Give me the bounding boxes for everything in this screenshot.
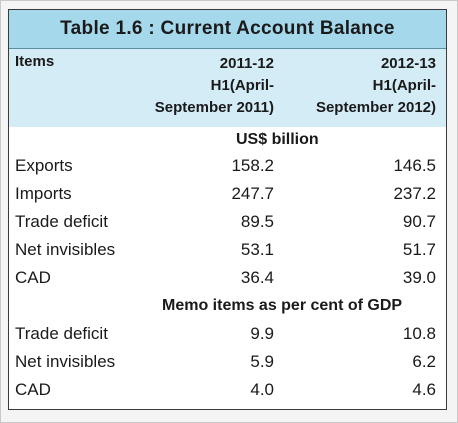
table-row: Trade deficit 9.9 10.8: [9, 321, 446, 349]
row-label: CAD: [15, 268, 51, 287]
row-label: Exports: [15, 156, 73, 175]
table-row: Net invisibles 5.9 6.2: [9, 349, 446, 377]
header-col2-line3: September 2012): [315, 99, 436, 116]
row-value-2011-12: 9.9: [250, 324, 274, 343]
row-label: CAD: [15, 380, 51, 399]
header-col1-line2: H1(April-: [210, 77, 274, 94]
row-label: Trade deficit: [15, 324, 108, 343]
table-row: Trade deficit 89.5 90.7: [9, 209, 446, 237]
row-value-2012-13: 6.2: [412, 352, 436, 371]
table-title-bar: Table 1.6 : Current Account Balance: [9, 10, 446, 49]
table-row: CAD 36.4 39.0: [9, 265, 446, 293]
row-value-2012-13: 4.6: [412, 380, 436, 399]
table-row: CAD 4.0 4.6: [9, 377, 446, 405]
row-label: Trade deficit: [15, 212, 108, 231]
header-col1-line3: September 2011): [154, 99, 274, 116]
row-value-2011-12: 53.1: [240, 240, 274, 259]
row-value-2011-12: 89.5: [240, 212, 274, 231]
header-col2-line1: 2012-13: [380, 55, 436, 72]
row-value-2011-12: 247.7: [231, 184, 274, 203]
header-col2-line2: H1(April-: [372, 77, 436, 94]
row-value-2012-13: 51.7: [402, 240, 436, 259]
header-col1-line1: 2011-12: [219, 55, 274, 72]
header-col-2011-12: 2011-12 H1(April- September 2011): [155, 53, 274, 119]
row-value-2011-12: 4.0: [250, 380, 274, 399]
row-value-2012-13: 146.5: [393, 156, 436, 175]
table-row: Exports 158.2 146.5: [9, 153, 446, 181]
row-value-2012-13: 39.0: [402, 268, 436, 287]
table-row: Imports 247.7 237.2: [9, 181, 446, 209]
table-row: Net invisibles 53.1 51.7: [9, 237, 446, 265]
section-label-memo-items: Memo items as per cent of GDP: [162, 297, 403, 314]
row-value-2012-13: 10.8: [402, 324, 436, 343]
row-value-2011-12: 36.4: [240, 268, 274, 287]
header-items: Items: [15, 53, 55, 70]
table-header: [9, 49, 446, 127]
header-col-2012-13: 2012-13 H1(April- September 2012): [316, 53, 436, 119]
section-label-usd-billion: US$ billion: [236, 131, 319, 148]
row-label: Net invisibles: [15, 240, 116, 259]
current-account-table: Table 1.6 : Current Account Balance Item…: [8, 9, 447, 410]
row-label: Imports: [15, 184, 72, 203]
row-value-2012-13: 90.7: [402, 212, 436, 231]
row-label: Net invisibles: [15, 352, 116, 371]
row-value-2011-12: 5.9: [250, 352, 274, 371]
table-title: Table 1.6 : Current Account Balance: [60, 18, 395, 39]
row-value-2012-13: 237.2: [393, 184, 436, 203]
row-value-2011-12: 158.2: [231, 156, 274, 175]
